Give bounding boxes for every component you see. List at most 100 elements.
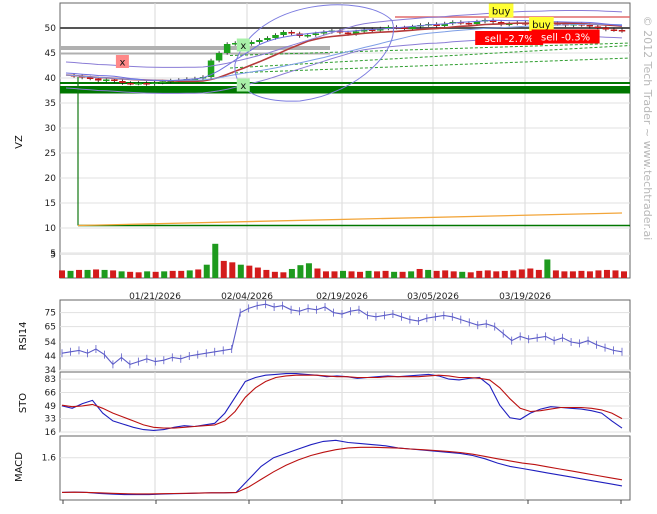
volume-bar <box>476 270 483 278</box>
buy-mark-annotation-box <box>236 78 250 92</box>
sell-mark-annotation-label: x <box>119 58 125 69</box>
candle <box>594 26 602 28</box>
volume-bar <box>59 270 65 278</box>
watermark: © 2012 Tech Trader ~ www.techtrader.ai <box>641 16 654 241</box>
volume-bar <box>442 270 449 278</box>
price-tick-label: 40 <box>45 74 57 84</box>
volume-bar <box>322 271 329 278</box>
volume-bar <box>595 270 602 278</box>
trend-line <box>229 42 631 56</box>
volume-tick-label: 5 <box>50 250 56 260</box>
date-tick-label: 01/21/2026 <box>129 292 181 302</box>
volume-bar <box>101 269 108 278</box>
sto-tick-label: 33 <box>45 415 56 425</box>
candle <box>465 23 473 25</box>
candle <box>127 83 134 85</box>
volume-bar <box>357 271 364 278</box>
candle <box>433 24 440 26</box>
candle <box>159 81 166 83</box>
candle <box>207 60 215 77</box>
buy-mark-annotation-box <box>236 38 250 52</box>
price-tick-label: 20 <box>45 174 57 184</box>
volume-panel: 5 <box>50 243 627 278</box>
candle <box>473 21 481 24</box>
candle <box>320 32 328 34</box>
volume-bar <box>340 270 346 278</box>
date-tick-label: 02/19/2026 <box>316 292 368 302</box>
rsi-tick-label: 75 <box>45 309 56 319</box>
buy-mark-annotation-label: x <box>240 41 246 52</box>
macd-tick-label: 1.6 <box>42 454 57 464</box>
volume-bar <box>561 271 568 278</box>
buy-annotation-box <box>529 17 554 31</box>
volume-bar <box>433 270 440 278</box>
volume-bar <box>467 272 474 278</box>
volume-bar <box>510 270 517 278</box>
rsi-tick-label: 44 <box>45 352 57 362</box>
volume-bar <box>382 270 389 278</box>
candle <box>223 44 231 53</box>
volume-bar <box>212 243 219 278</box>
volume-bar <box>246 265 253 278</box>
volume-bar <box>416 268 423 278</box>
volume-bar <box>118 271 125 278</box>
volume-bar <box>569 271 576 278</box>
candle <box>256 40 263 42</box>
candle <box>288 32 295 34</box>
volume-bar <box>280 272 287 278</box>
sto-tick-label: 66 <box>45 389 57 399</box>
candle <box>409 26 416 29</box>
sell-annotation-label: sell -0.3% <box>541 33 590 44</box>
volume-bar <box>450 271 457 278</box>
volume-bar <box>535 269 542 278</box>
volume-bar <box>459 271 466 278</box>
candle <box>151 82 158 84</box>
volume-bar <box>527 268 534 278</box>
sell-annotation-label: sell -2.7% <box>485 34 534 45</box>
volume-bar <box>229 262 236 278</box>
date-tick-label: 03/05/2026 <box>407 292 459 302</box>
volume-bar <box>76 269 83 278</box>
volume-bar <box>578 270 585 278</box>
date-tick-label: 03/19/2026 <box>499 292 551 302</box>
price-tick-label: 45 <box>45 49 56 59</box>
upper-band <box>65 10 623 68</box>
trend-line <box>229 45 631 69</box>
rsi-axis-title: RSI14 <box>18 322 29 351</box>
candle <box>610 29 618 31</box>
sell-mark-annotation-box <box>115 55 129 68</box>
price-tick-label: 35 <box>45 99 56 109</box>
volume-bar <box>603 269 610 278</box>
swing-envelope <box>234 4 394 102</box>
volume-bar <box>586 271 593 278</box>
candle <box>489 20 497 22</box>
volume-bar <box>314 268 321 278</box>
candle <box>586 25 594 27</box>
buy-mark-annotation-label: x <box>240 81 246 92</box>
candle <box>401 27 408 29</box>
candle <box>618 30 626 32</box>
volume-bar <box>186 270 193 278</box>
rsi-tick-label: 54 <box>45 338 57 348</box>
price-tick-label: 30 <box>45 124 57 134</box>
sto-panel: 16 33 49 66 83 <box>45 373 623 438</box>
candle <box>360 29 368 32</box>
volume-bar <box>178 270 185 278</box>
candle <box>143 83 150 85</box>
macd-panel-frame <box>59 435 631 501</box>
buy-annotation-label: buy <box>492 7 511 18</box>
volume-bar <box>408 271 415 278</box>
volume-bar <box>297 265 304 278</box>
candle <box>231 43 239 45</box>
volume-bar <box>161 271 168 278</box>
sto-series-line <box>61 374 623 429</box>
volume-bar <box>169 270 176 278</box>
rsi-tick-label: 65 <box>45 323 56 333</box>
volume-bar <box>271 271 278 278</box>
volume-bar <box>399 271 406 278</box>
price-axis-title: VZ <box>14 135 25 149</box>
price-tick-label: 50 <box>45 24 57 34</box>
volume-bar <box>552 270 559 278</box>
volume-bar <box>365 270 372 278</box>
